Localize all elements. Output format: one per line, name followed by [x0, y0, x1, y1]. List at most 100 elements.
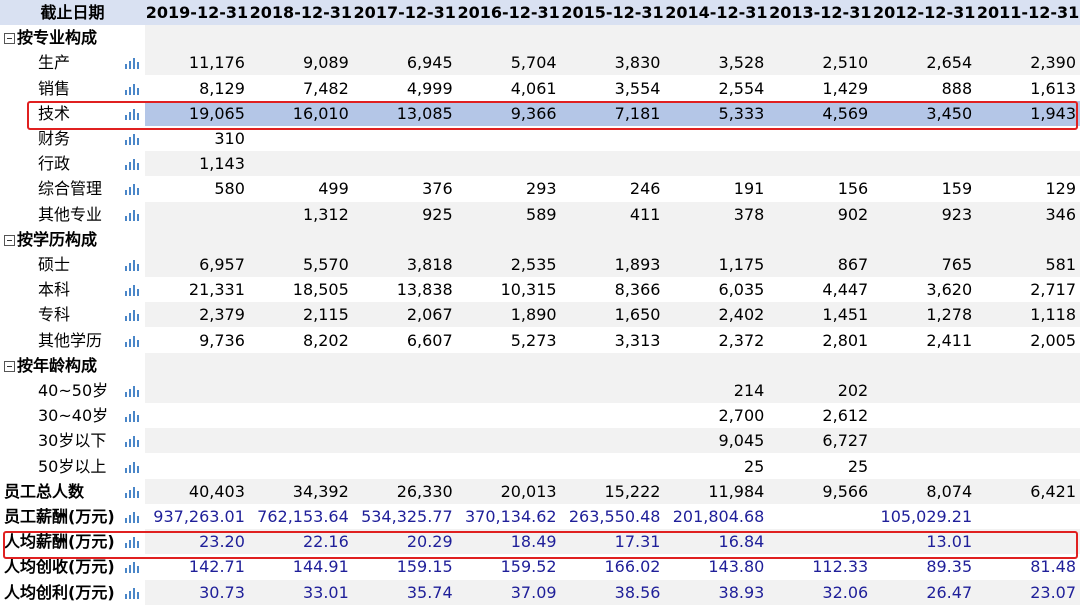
value-cell[interactable]: 263,550.48: [560, 504, 665, 529]
table-row[interactable]: 40~50岁 214 202: [0, 378, 1080, 403]
value-cell[interactable]: [976, 25, 1080, 50]
header-date[interactable]: 2014-12-31: [664, 0, 769, 25]
value-cell[interactable]: [248, 25, 353, 50]
bar-chart-icon[interactable]: [125, 587, 139, 599]
value-cell[interactable]: 201,804.68: [664, 504, 769, 529]
value-cell[interactable]: 159: [872, 176, 977, 201]
value-cell[interactable]: 6,945: [352, 50, 457, 75]
value-cell[interactable]: 26,330: [352, 479, 457, 504]
table-row[interactable]: 其他学历 9,736 8,202 6,607 5,273 3,313 2,372 2,801 2…: [0, 328, 1080, 353]
value-cell[interactable]: 6,957: [145, 252, 249, 277]
value-cell[interactable]: [976, 378, 1080, 403]
table-row[interactable]: 财务 310: [0, 126, 1080, 151]
value-cell[interactable]: 16,010: [248, 101, 353, 126]
value-cell[interactable]: [352, 25, 457, 50]
value-cell[interactable]: 2,510: [768, 50, 873, 75]
value-cell[interactable]: 3,830: [560, 50, 665, 75]
value-cell[interactable]: 3,450: [872, 101, 977, 126]
value-cell[interactable]: [872, 151, 977, 176]
table-row[interactable]: 员工总人数 40,403 34,392 26,330 20,013 15,222 11,98…: [0, 479, 1080, 504]
value-cell[interactable]: 17.31: [560, 529, 665, 554]
value-cell[interactable]: 1,451: [768, 302, 873, 327]
value-cell[interactable]: 925: [352, 202, 457, 227]
value-cell[interactable]: [145, 25, 249, 50]
value-cell[interactable]: 33.01: [248, 580, 353, 605]
table-row[interactable]: 综合管理 580 499 376 293 246 191 156 159 129: [0, 176, 1080, 201]
value-cell[interactable]: [352, 378, 457, 403]
value-cell[interactable]: 8,074: [872, 479, 977, 504]
value-cell[interactable]: [248, 454, 353, 479]
value-cell[interactable]: 2,379: [145, 302, 249, 327]
value-cell[interactable]: 5,704: [456, 50, 561, 75]
bar-chart-icon[interactable]: [125, 83, 139, 95]
value-cell[interactable]: [768, 126, 873, 151]
value-cell[interactable]: 9,045: [664, 428, 769, 453]
value-cell[interactable]: 2,402: [664, 302, 769, 327]
value-cell[interactable]: 246: [560, 176, 665, 201]
value-cell[interactable]: 2,654: [872, 50, 977, 75]
value-cell[interactable]: 26.47: [872, 580, 977, 605]
value-cell[interactable]: 1,943: [976, 101, 1080, 126]
value-cell[interactable]: 6,607: [352, 328, 457, 353]
table-row[interactable]: 专科 2,379 2,115 2,067 1,890 1,650 2,402 1,451 1,2…: [0, 302, 1080, 327]
value-cell[interactable]: [248, 151, 353, 176]
value-cell[interactable]: [560, 126, 665, 151]
value-cell[interactable]: 580: [145, 176, 249, 201]
table-row[interactable]: 销售 8,129 7,482 4,999 4,061 3,554 2,554 1,429 888…: [0, 76, 1080, 101]
value-cell[interactable]: [560, 25, 665, 50]
bar-chart-icon[interactable]: [125, 183, 139, 195]
value-cell[interactable]: 9,566: [768, 479, 873, 504]
value-cell[interactable]: 2,535: [456, 252, 561, 277]
table-row[interactable]: 技术 19,065 16,010 13,085 9,366 7,181 5,333 4,569…: [0, 101, 1080, 126]
table-row[interactable]: 其他专业 1,312 925 589 411 378 902 923 346: [0, 202, 1080, 227]
collapse-toggle-icon[interactable]: [4, 33, 15, 44]
bar-chart-icon[interactable]: [125, 158, 139, 170]
value-cell[interactable]: 6,421: [976, 479, 1080, 504]
value-cell[interactable]: [145, 428, 249, 453]
value-cell[interactable]: 18,505: [248, 277, 353, 302]
value-cell[interactable]: [352, 151, 457, 176]
value-cell[interactable]: 5,570: [248, 252, 353, 277]
value-cell[interactable]: [560, 378, 665, 403]
value-cell[interactable]: 346: [976, 202, 1080, 227]
value-cell[interactable]: [456, 353, 561, 378]
value-cell[interactable]: [872, 454, 977, 479]
value-cell[interactable]: [352, 227, 457, 252]
value-cell[interactable]: [560, 403, 665, 428]
value-cell[interactable]: 1,893: [560, 252, 665, 277]
value-cell[interactable]: [456, 151, 561, 176]
value-cell[interactable]: 2,390: [976, 50, 1080, 75]
value-cell[interactable]: 16.84: [664, 529, 769, 554]
value-cell[interactable]: 3,818: [352, 252, 457, 277]
value-cell[interactable]: [768, 227, 873, 252]
value-cell[interactable]: [872, 126, 977, 151]
table-row[interactable]: 30~40岁 2,700 2,612: [0, 403, 1080, 428]
value-cell[interactable]: 2,717: [976, 277, 1080, 302]
bar-chart-icon[interactable]: [125, 461, 139, 473]
value-cell[interactable]: [560, 454, 665, 479]
value-cell[interactable]: [560, 151, 665, 176]
value-cell[interactable]: [352, 403, 457, 428]
value-cell[interactable]: 202: [768, 378, 873, 403]
value-cell[interactable]: [456, 428, 561, 453]
value-cell[interactable]: [976, 454, 1080, 479]
value-cell[interactable]: 2,005: [976, 328, 1080, 353]
header-date[interactable]: 2015-12-31: [560, 0, 665, 25]
value-cell[interactable]: [664, 126, 769, 151]
value-cell[interactable]: 15,222: [560, 479, 665, 504]
value-cell[interactable]: [456, 25, 561, 50]
table-row[interactable]: 本科 21,331 18,505 13,838 10,315 8,366 6,035 4,44…: [0, 277, 1080, 302]
table-row[interactable]: 硕士 6,957 5,570 3,818 2,535 1,893 1,175 867 765 58…: [0, 252, 1080, 277]
value-cell[interactable]: 762,153.64: [248, 504, 353, 529]
value-cell[interactable]: 38.93: [664, 580, 769, 605]
value-cell[interactable]: [872, 403, 977, 428]
bar-chart-icon[interactable]: [125, 410, 139, 422]
value-cell[interactable]: [248, 378, 353, 403]
value-cell[interactable]: 310: [145, 126, 249, 151]
value-cell[interactable]: [976, 126, 1080, 151]
value-cell[interactable]: 9,089: [248, 50, 353, 75]
value-cell[interactable]: 159.15: [352, 554, 457, 579]
table-row[interactable]: 生产 11,176 9,089 6,945 5,704 3,830 3,528 2,510 2,…: [0, 50, 1080, 75]
value-cell[interactable]: 499: [248, 176, 353, 201]
value-cell[interactable]: [976, 504, 1080, 529]
